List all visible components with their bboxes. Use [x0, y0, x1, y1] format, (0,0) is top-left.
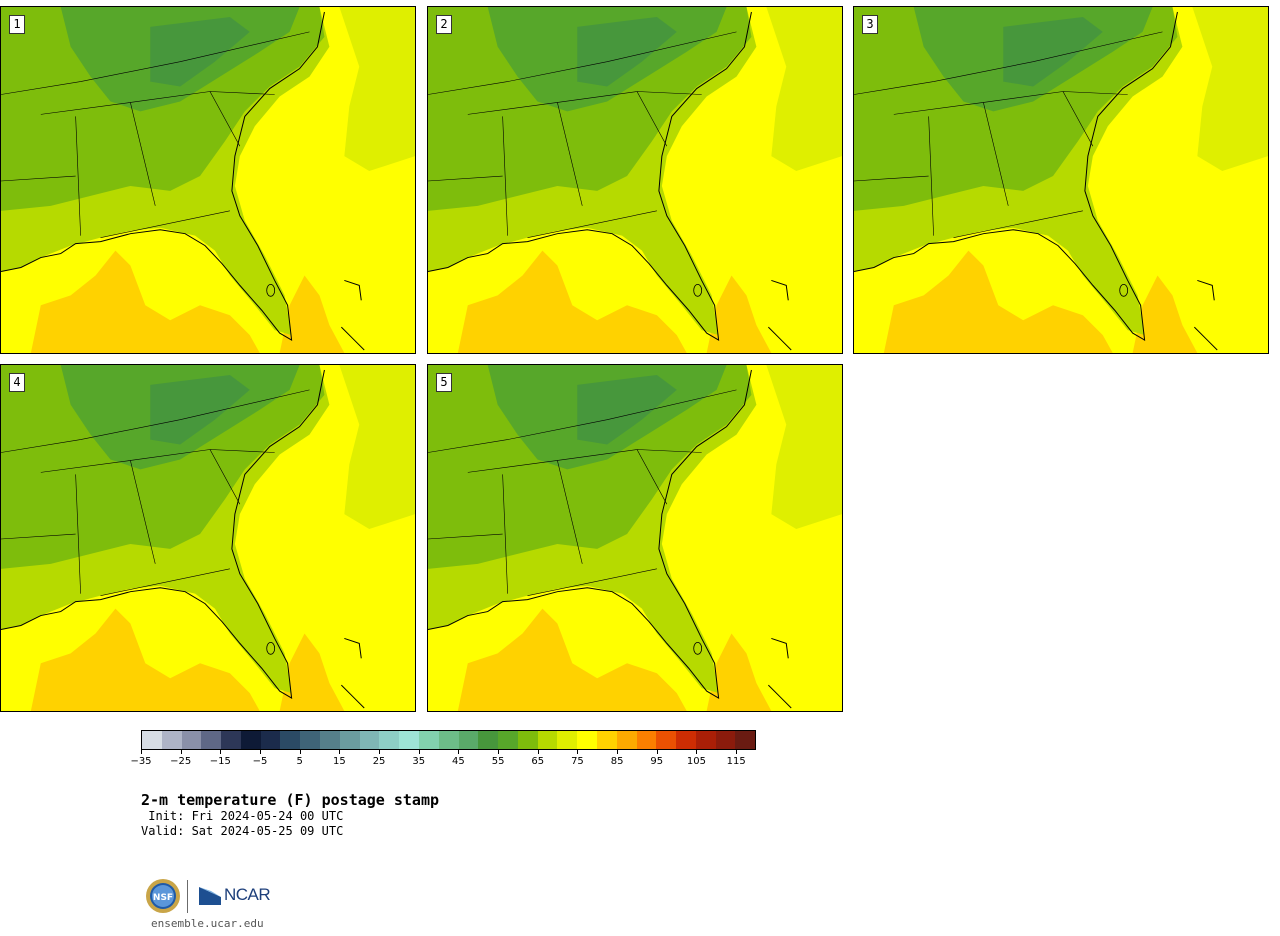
init-time: Init: Fri 2024-05-24 00 UTC: [141, 809, 344, 823]
colorbar-segment: [240, 731, 261, 749]
colorbar-tick-label: −25: [170, 756, 192, 767]
colorbar-tick: [458, 750, 460, 754]
colorbar-tick: [339, 750, 341, 754]
colorbar-tick: [498, 750, 500, 754]
colorbar-tick: [577, 750, 579, 754]
figure-title: 2-m temperature (F) postage stamp: [141, 791, 440, 809]
colorbar-segment: [260, 731, 281, 749]
colorbar-segment: [498, 731, 518, 749]
colorbar-segment: [557, 731, 578, 749]
colorbar-ticks: −35 −25 −15 −5 5 15 25 35 45 55 65 75 85 95 105 115: [130, 750, 756, 770]
colorbar-tick: [656, 750, 658, 754]
colorbar-tick-label: 65: [531, 756, 545, 767]
temperature-map: [1, 7, 415, 353]
member-label: 3: [862, 15, 878, 34]
colorbar-segment: [478, 731, 499, 749]
colorbar-tick-label: 35: [412, 756, 426, 767]
colorbar: [141, 730, 756, 750]
member-panel-3: 3: [853, 6, 1269, 354]
colorbar-segment: [359, 731, 380, 749]
colorbar-tick: [617, 750, 619, 754]
colorbar-tick-label: −35: [130, 756, 152, 767]
colorbar-tick: [696, 750, 698, 754]
member-panel-5: 5: [427, 364, 843, 712]
member-label: 4: [9, 373, 25, 392]
colorbar-tick: [180, 750, 182, 754]
logo-divider: [187, 880, 188, 913]
colorbar-tick: [299, 750, 301, 754]
member-panel-2: 2: [427, 6, 843, 354]
colorbar-tick: [260, 750, 262, 754]
colorbar-segment: [399, 731, 419, 749]
temperature-map: [854, 7, 1268, 353]
colorbar-tick-label: 105: [686, 756, 707, 767]
colorbar-tick: [220, 750, 222, 754]
colorbar-segment: [161, 731, 182, 749]
colorbar-segment: [221, 731, 241, 749]
nsf-logo-text: NSF: [153, 893, 173, 903]
colorbar-segment: [735, 731, 756, 749]
colorbar-tick-label: 5: [296, 756, 303, 767]
colorbar-segment: [458, 731, 479, 749]
colorbar-tick: [141, 750, 142, 754]
colorbar-segment: [616, 731, 637, 749]
member-label: 5: [436, 373, 452, 392]
ncar-logo: [199, 887, 221, 905]
colorbar-segment: [201, 731, 222, 749]
colorbar-segment: [418, 731, 439, 749]
colorbar-tick-label: 55: [491, 756, 505, 767]
colorbar-segment: [517, 731, 538, 749]
colorbar-tick-label: 15: [333, 756, 346, 767]
valid-time: Valid: Sat 2024-05-25 09 UTC: [141, 824, 344, 838]
colorbar-segment: [676, 731, 696, 749]
colorbar-segment: [695, 731, 716, 749]
colorbar-tick-label: 45: [452, 756, 465, 767]
colorbar-tick: [537, 750, 539, 754]
colorbar-segment: [300, 731, 321, 749]
member-label: 2: [436, 15, 452, 34]
temperature-map: [1, 365, 415, 711]
colorbar-tick: [379, 750, 381, 754]
colorbar-segment: [537, 731, 558, 749]
nsf-logo: NSF: [146, 879, 180, 913]
colorbar-segment: [181, 731, 202, 749]
temperature-map: [428, 365, 842, 711]
colorbar-segment: [379, 731, 400, 749]
colorbar-segment: [656, 731, 677, 749]
colorbar-segment: [339, 731, 360, 749]
colorbar-tick-label: 25: [372, 756, 386, 767]
member-panel-1: 1: [0, 6, 416, 354]
colorbar-tick-label: 75: [571, 756, 584, 767]
colorbar-segment: [596, 731, 617, 749]
temperature-map: [428, 7, 842, 353]
colorbar-tick: [736, 750, 738, 754]
member-panel-4: 4: [0, 364, 416, 712]
colorbar-tick: [418, 750, 420, 754]
colorbar-segment: [280, 731, 301, 749]
site-url: ensemble.ucar.edu: [151, 917, 264, 930]
colorbar-segment: [142, 731, 162, 749]
ncar-logo-text: NCAR: [224, 885, 271, 904]
colorbar-tick-label: −15: [209, 756, 231, 767]
colorbar-tick-label: −5: [252, 756, 268, 767]
colorbar-segment: [636, 731, 657, 749]
colorbar-segment: [320, 731, 340, 749]
colorbar-segment: [715, 731, 736, 749]
colorbar-tick-label: 95: [650, 756, 664, 767]
colorbar-segment: [577, 731, 597, 749]
colorbar-tick-label: 115: [726, 756, 746, 767]
member-label: 1: [9, 15, 25, 34]
colorbar-tick-label: 85: [610, 756, 624, 767]
colorbar-segment: [438, 731, 459, 749]
